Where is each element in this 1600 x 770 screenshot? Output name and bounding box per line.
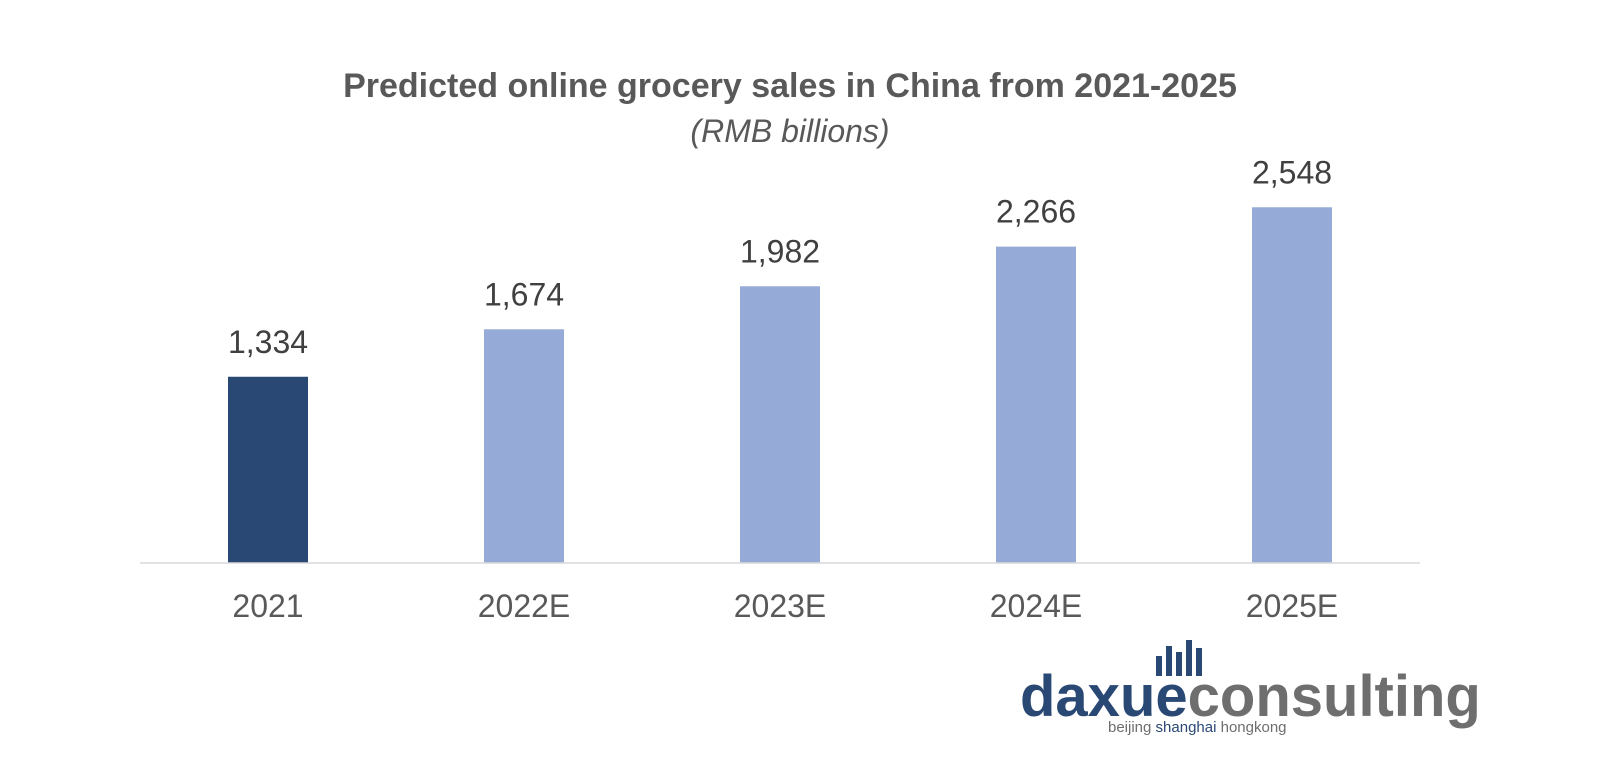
x-tick-label-2022E: 2022E [478,588,571,624]
logo-tagline-hongkong: hongkong [1216,719,1286,736]
logo-tagline-shanghai: shanghai [1156,719,1217,736]
x-tick-labels-group: 2021 2022E 2023E 2024E 2025E [232,588,1338,624]
bar-2021 [228,376,308,563]
daxue-consulting-logo: daxueconsulting beijing shanghai hongkon… [1020,640,1481,736]
data-label-2021: 1,334 [228,324,308,360]
logo-bar-2 [1166,646,1172,676]
x-tick-label-2023E: 2023E [734,588,827,624]
data-labels-group: 1,334 1,674 1,982 2,266 2,548 [228,154,1332,359]
svg-text:daxueconsulting: daxueconsulting [1020,664,1481,729]
bars-group [228,207,1332,564]
logo-bars-icon [1156,640,1202,676]
data-label-2025E: 2,548 [1252,154,1332,190]
chart-subtitle: (RMB billions) [690,113,889,149]
bar-2023E [740,286,820,563]
bar-2022E [484,329,564,563]
logo-word-consulting: consulting [1188,664,1481,729]
svg-text:beijing shanghai hongkong: beijing shanghai hongkong [1108,719,1287,736]
x-tick-label-2025E: 2025E [1246,588,1339,624]
bar-2024E [996,246,1076,564]
bar-2025E [1252,207,1332,563]
logo-bar-3 [1176,652,1182,676]
data-label-2022E: 1,674 [484,276,564,312]
logo-word-daxue: daxue [1020,664,1188,729]
logo-bar-5 [1196,648,1202,676]
logo-tagline-beijing: beijing [1108,719,1156,736]
chart-title: Predicted online grocery sales in China … [343,67,1237,105]
x-tick-label-2024E: 2024E [990,588,1083,624]
logo-bar-1 [1156,656,1162,676]
logo-bar-4 [1186,640,1192,676]
x-tick-label-2021: 2021 [232,588,303,624]
data-label-2024E: 2,266 [996,194,1076,230]
data-label-2023E: 1,982 [740,233,820,269]
